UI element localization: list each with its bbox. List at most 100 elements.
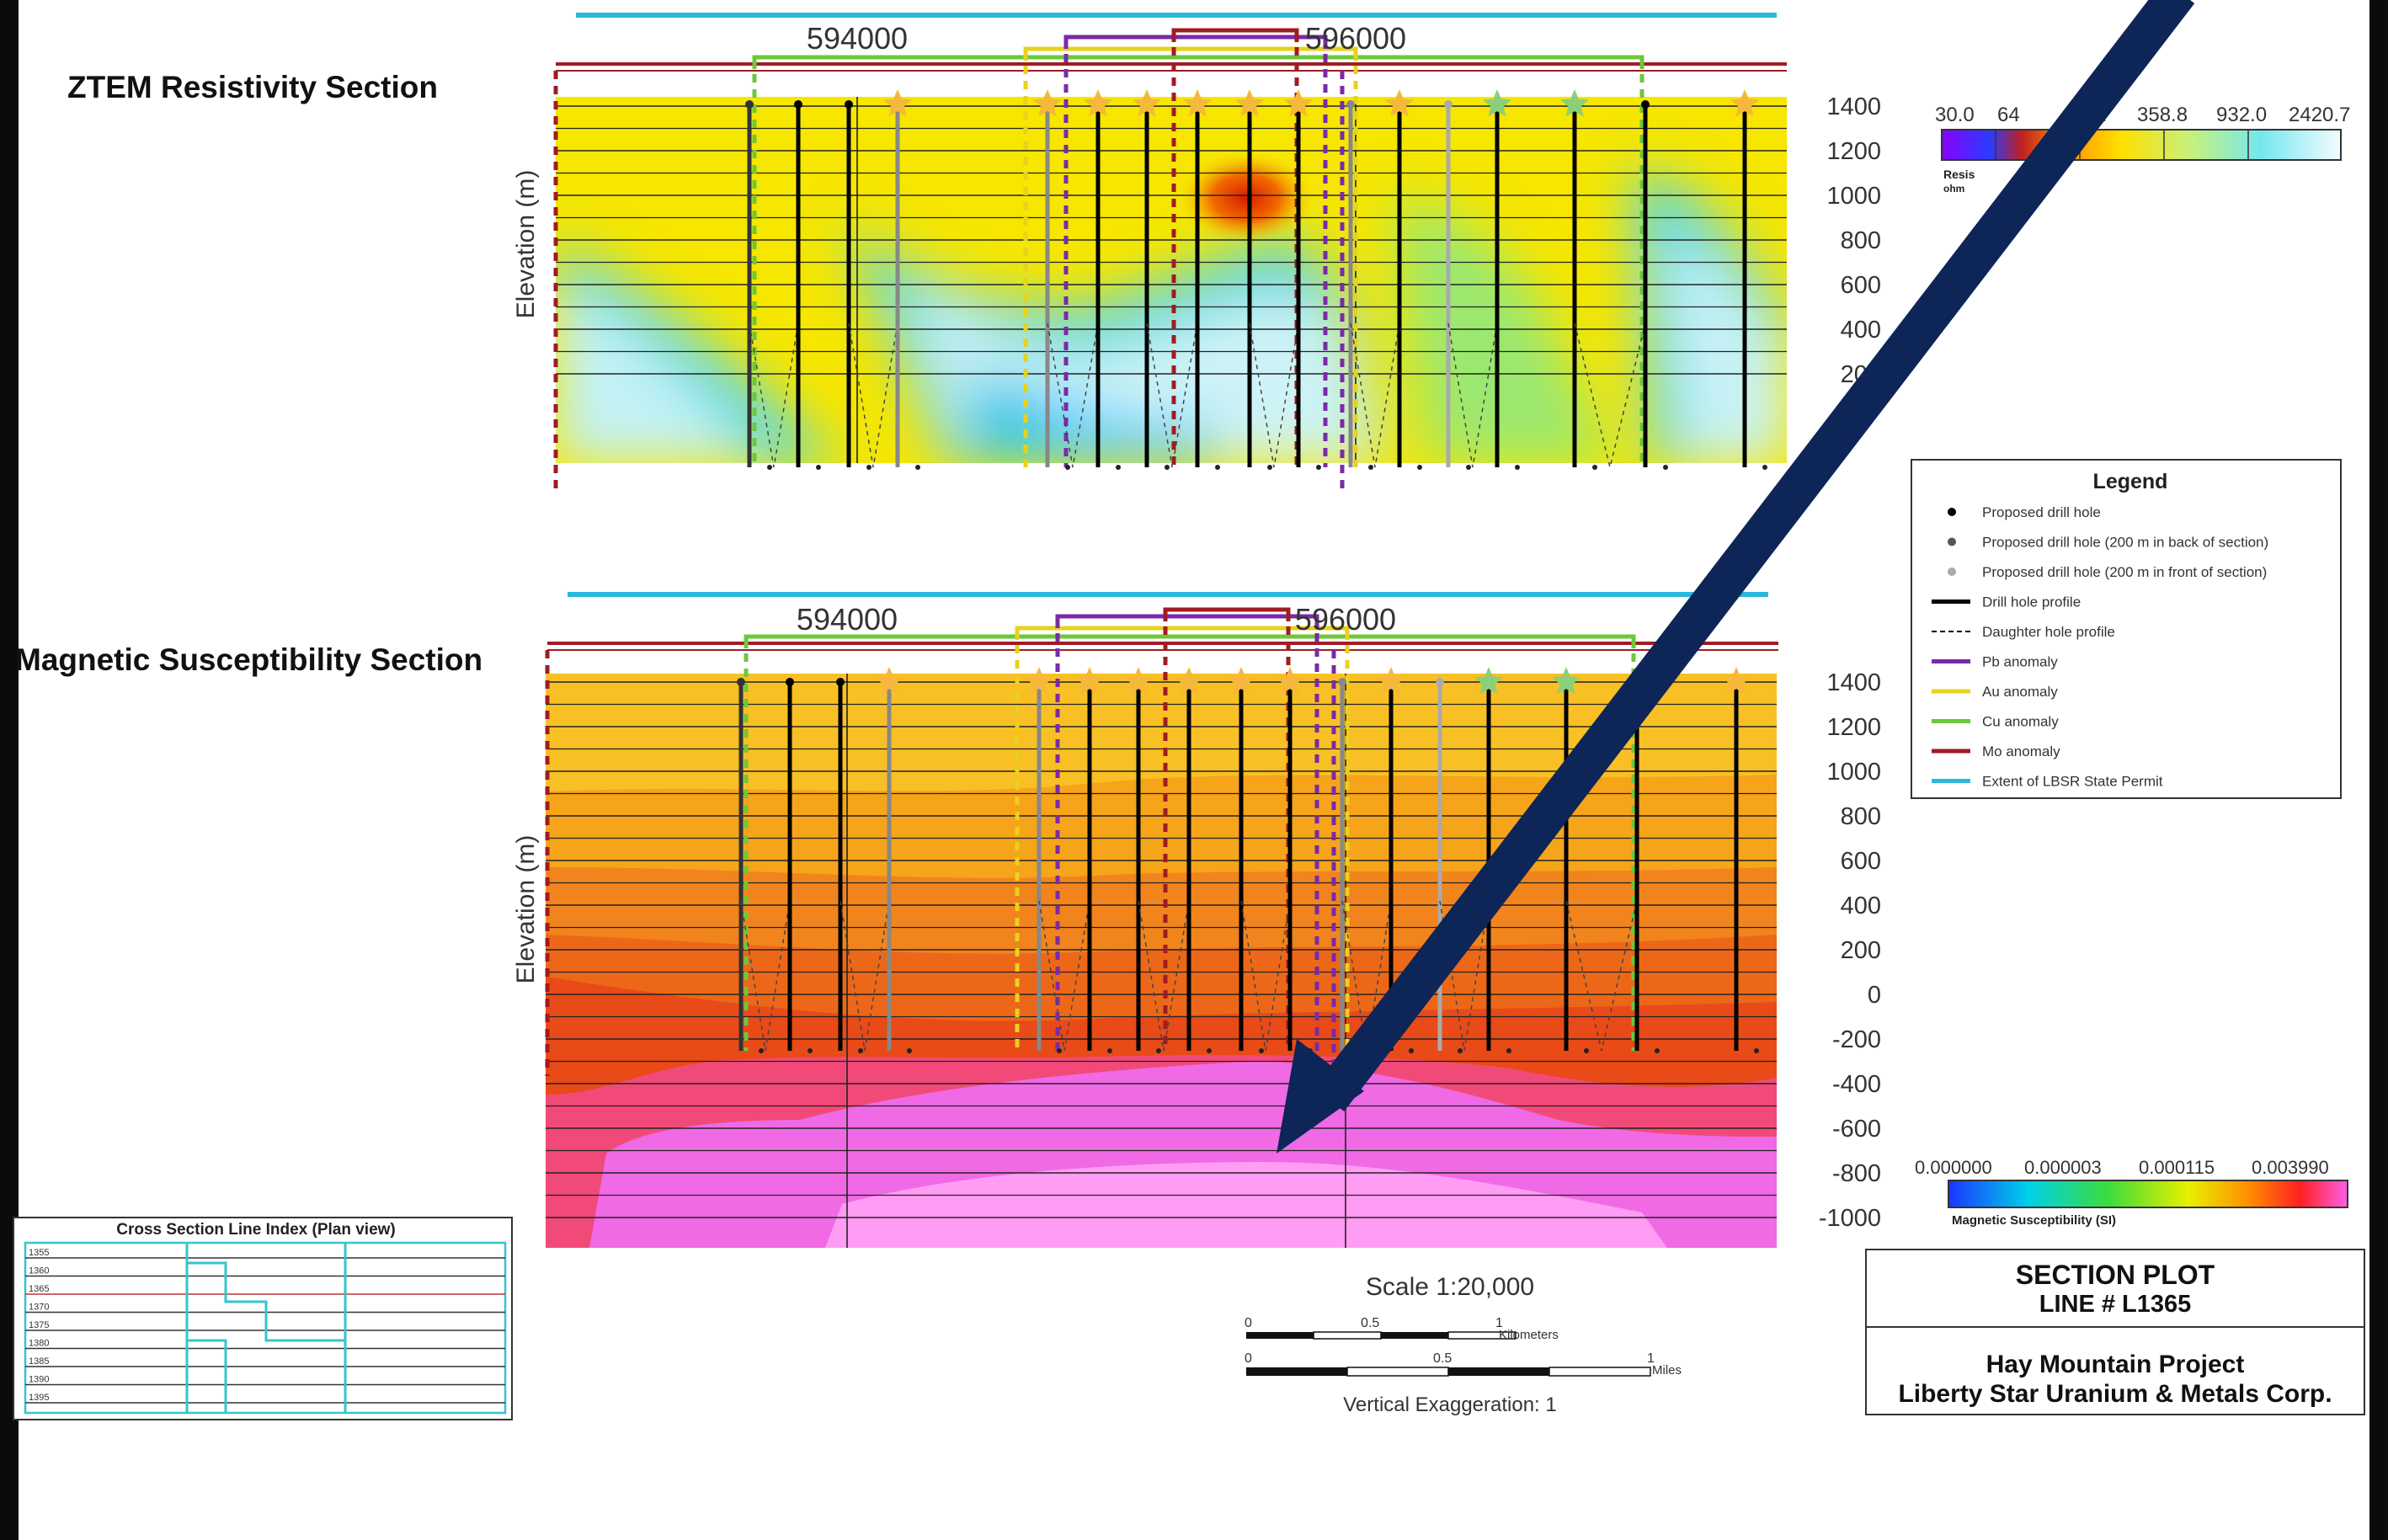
res-tick-5: 2420.7: [2289, 104, 2350, 126]
anomaly-bracket: [752, 55, 1644, 69]
daughter-hole-profile: [840, 900, 890, 1052]
drill-hole-bottom: [1417, 465, 1422, 470]
drill-target-star: [1474, 667, 1504, 695]
anomaly-bracket: [1063, 35, 1328, 49]
mag-colorbar: 0.000000 0.000003 0.000115 0.003990 Magn…: [1915, 1157, 2348, 1228]
mag-elev-ticks: 1400 1200 1000 800 600 400 200 0 -200 -400 -600 -80…: [1819, 669, 1881, 1232]
res-tick-0: 30.0: [1935, 104, 1975, 126]
drill-hole-bottom: [1663, 465, 1668, 470]
mag-elev-label: 0: [1868, 982, 1881, 1009]
mi-tick-2: 1: [1647, 1351, 1655, 1366]
daughter-hole-profile: [848, 322, 898, 468]
drill-hole-bottom: [1267, 465, 1272, 470]
drill-target-star: [1024, 667, 1054, 695]
ztem-elev-label: 1200: [1826, 138, 1881, 165]
legend-symbol: [1948, 508, 1956, 516]
drill-hole-collar: [786, 678, 794, 686]
mag-title: Magnetic Susceptibility Section: [15, 642, 482, 677]
res-caption: Resis: [1943, 168, 1975, 181]
daughter-hole-profile: [1038, 900, 1090, 1052]
resistivity-colorbar: 30.0 64 2 358.8 932.0 2420.7 Resis ohm: [1935, 104, 2350, 194]
index-line-label: 1365: [29, 1284, 49, 1294]
index-line-label: 1380: [29, 1339, 49, 1349]
drill-hole-collar: [1436, 678, 1444, 686]
km-tick-2: 1: [1495, 1316, 1503, 1330]
drill-hole-bottom: [1515, 465, 1520, 470]
mag-easting-594000: 594000: [797, 602, 898, 637]
ztem-elev-label: 800: [1841, 227, 1881, 254]
daughter-hole-profile: [1565, 900, 1638, 1052]
ztem-elev-label: 400: [1841, 317, 1881, 344]
legend-box: Legend Proposed drill hole Proposed drill…: [1911, 459, 2342, 799]
mag-susceptibility-body: [546, 674, 1777, 1248]
drill-hole-bottom: [1156, 1048, 1161, 1053]
left-border: [0, 0, 19, 1540]
anomaly-bracket: [1171, 28, 1299, 42]
drill-hole-collar: [1444, 100, 1453, 109]
index-line-label: 1375: [29, 1320, 49, 1330]
drill-hole-bottom: [866, 465, 872, 470]
drill-hole-bottom: [1065, 465, 1070, 470]
drill-target-star: [1482, 89, 1512, 117]
mag-elev-label: 1400: [1826, 669, 1881, 696]
legend-symbol: [1948, 568, 1956, 576]
drill-hole-bottom: [808, 1048, 813, 1053]
drill-hole-bottom: [1506, 1048, 1511, 1053]
anomaly-bracket: [1023, 46, 1358, 61]
drill-hole-bottom: [1368, 465, 1373, 470]
drill-target-star: [1032, 89, 1063, 117]
drill-hole-collar: [836, 678, 845, 686]
drill-target-star: [1174, 667, 1204, 695]
drill-hole-collar: [737, 678, 745, 686]
mag-elev-label: 600: [1841, 848, 1881, 875]
drill-hole-bottom: [816, 465, 821, 470]
index-title: Cross Section Line Index (Plan view): [116, 1221, 396, 1239]
drill-target-star: [874, 667, 904, 695]
drill-hole-bottom: [1409, 1048, 1414, 1053]
drill-hole-collar: [1346, 100, 1355, 109]
km-unit: Kilometers: [1499, 1328, 1559, 1342]
mag-elev-label: 1200: [1826, 714, 1881, 741]
res-caption-2: ohm: [1943, 183, 1964, 194]
drill-hole-bottom: [1316, 465, 1321, 470]
drill-target-star: [1182, 89, 1213, 117]
drill-target-star: [1721, 667, 1751, 695]
legend-item-label: Drill hole profile: [1982, 594, 2081, 610]
ztem-elev-label: 1400: [1826, 93, 1881, 120]
drill-target-star: [1074, 667, 1105, 695]
drill-hole-bottom: [1207, 1048, 1212, 1053]
mag-tick-2: 0.000115: [2139, 1157, 2215, 1178]
drill-target-star: [1730, 89, 1760, 117]
mag-ylabel: Elevation (m): [512, 835, 540, 984]
mag-tick-1: 0.000003: [2024, 1157, 2102, 1178]
km-tick-1: 0.5: [1361, 1316, 1379, 1330]
legend-item-label: Au anomaly: [1982, 684, 2058, 700]
legend-item-label: Cu anomaly: [1982, 714, 2059, 730]
drill-target-star: [1226, 667, 1256, 695]
mag-easting-596000: 596000: [1295, 602, 1396, 637]
drill-hole-bottom: [1754, 1048, 1759, 1053]
cross-section-index-map: Cross Section Line Index (Plan view) 135…: [13, 1217, 513, 1420]
ztem-easting-594000: 594000: [807, 21, 908, 56]
drill-hole-bottom: [1215, 465, 1220, 470]
drill-hole-bottom: [907, 1048, 912, 1053]
drill-target-star: [1551, 667, 1581, 695]
title-line-1: SECTION PLOT: [2016, 1260, 2215, 1290]
daughter-hole-profile: [740, 900, 791, 1052]
drill-hole-collar: [1641, 100, 1650, 109]
daughter-hole-profile: [1350, 322, 1400, 468]
drill-target-star: [1376, 667, 1406, 695]
daughter-hole-profile: [1240, 900, 1291, 1052]
res-tick-1: 64: [1997, 104, 2020, 126]
res-tick-4: 932.0: [2216, 104, 2267, 126]
drill-hole-bottom: [1458, 1048, 1463, 1053]
anomaly-bracket: [1015, 626, 1350, 640]
index-line-label: 1370: [29, 1303, 49, 1313]
drill-hole-bottom: [759, 1048, 764, 1053]
legend-title: Legend: [2093, 470, 2168, 493]
title-block: SECTION PLOT LINE # L1365 Hay Mountain P…: [1865, 1249, 2365, 1415]
ztem-elev-label: 1000: [1826, 183, 1881, 210]
mag-elev-gridlines: [546, 674, 1777, 1248]
drill-hole-bottom: [1466, 465, 1471, 470]
